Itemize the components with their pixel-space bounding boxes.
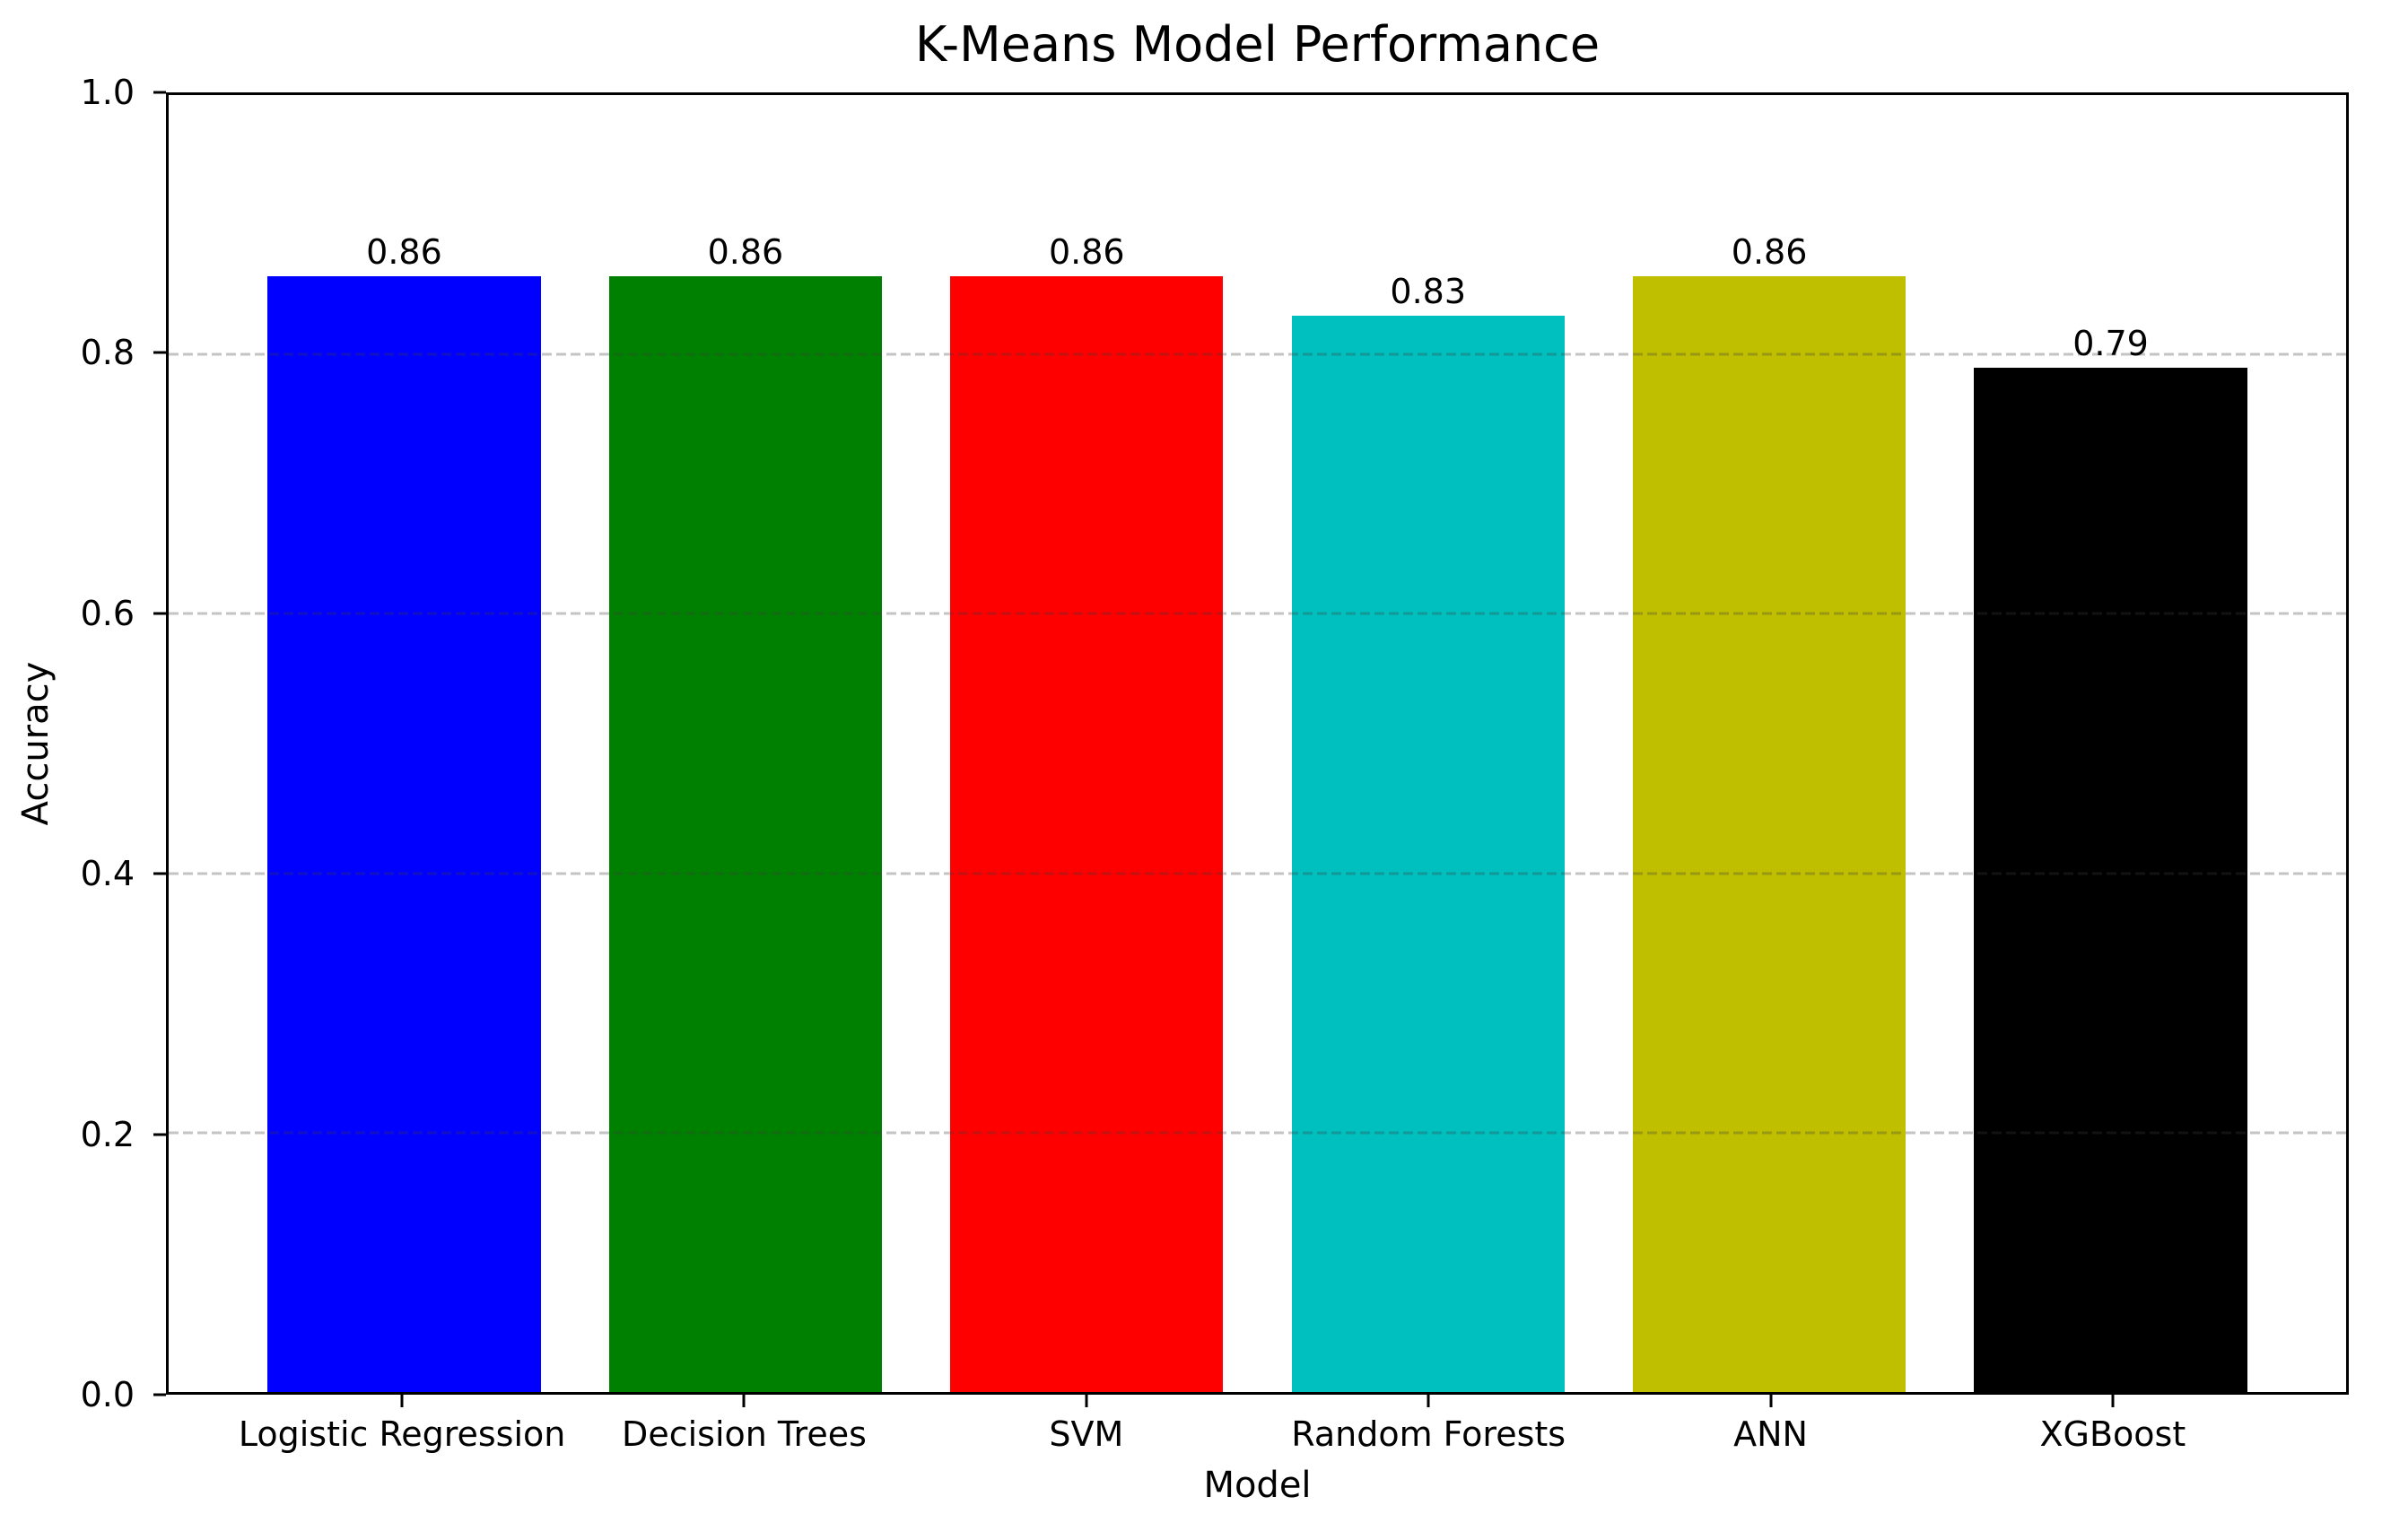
y-tick-mark-0.8 — [153, 351, 166, 354]
bar-logistic-regression — [267, 276, 541, 1392]
bar-value-ann: 0.86 — [1731, 232, 1808, 273]
bar-decision-trees — [608, 276, 883, 1392]
y-tick-mark-0.0 — [153, 1393, 166, 1396]
x-tick-mark-random-forests — [1427, 1395, 1430, 1407]
x-tick-label-svm: SVM — [1049, 1414, 1124, 1454]
x-tick-mark-logistic-regression — [400, 1395, 404, 1407]
plot-area: 0.86 0.86 0.86 0.83 0.86 0.79 — [166, 92, 2349, 1395]
x-axis: Logistic Regression Decision Trees SVM Rand… — [166, 1395, 2349, 1466]
x-tick-label-logistic-regression: Logistic Regression — [238, 1414, 566, 1454]
y-tick-label-0.6: 0.6 — [80, 593, 135, 633]
x-tick-mark-decision-trees — [742, 1395, 746, 1407]
bar-value-decision-trees: 0.86 — [707, 232, 784, 273]
y-axis: 0.0 0.2 0.4 0.6 0.8 1.0 — [0, 75, 166, 1412]
bar-value-svm: 0.86 — [1048, 232, 1125, 273]
x-tick-label-xgboost: XGBoost — [2039, 1414, 2186, 1454]
bar-ann — [1632, 276, 1906, 1392]
x-tick-mark-ann — [1769, 1395, 1773, 1407]
bar-svm — [950, 276, 1224, 1392]
gridline-y-0.4 — [169, 872, 2346, 875]
y-tick-mark-0.2 — [153, 1133, 166, 1136]
y-tick-label-0.0: 0.0 — [80, 1375, 135, 1414]
chart-title: K-Means Model Performance — [914, 16, 1601, 73]
y-tick-mark-0.4 — [153, 872, 166, 875]
bar-random-forests — [1291, 315, 1565, 1392]
bar-value-logistic-regression: 0.86 — [366, 232, 442, 273]
y-tick-label-0.2: 0.2 — [80, 1114, 135, 1154]
x-tick-label-decision-trees: Decision Trees — [622, 1414, 867, 1454]
y-tick-mark-0.6 — [153, 612, 166, 615]
x-axis-label: Model — [1203, 1465, 1312, 1506]
x-tick-label-ann: ANN — [1733, 1414, 1808, 1454]
y-tick-mark-1.0 — [153, 91, 166, 94]
bar-xgboost — [1974, 367, 2247, 1392]
x-tick-label-random-forests: Random Forests — [1291, 1414, 1566, 1454]
y-tick-label-0.4: 0.4 — [80, 854, 135, 894]
y-tick-label-1.0: 1.0 — [80, 73, 135, 112]
x-tick-mark-svm — [1085, 1395, 1088, 1407]
gridline-y-0.8 — [169, 352, 2346, 356]
gridline-y-0.6 — [169, 612, 2346, 615]
x-tick-mark-xgboost — [2111, 1395, 2115, 1407]
y-tick-label-0.8: 0.8 — [80, 333, 135, 373]
gridline-y-0.2 — [169, 1131, 2346, 1135]
bar-value-xgboost: 0.79 — [2072, 323, 2149, 363]
bar-value-random-forests: 0.83 — [1390, 271, 1467, 311]
